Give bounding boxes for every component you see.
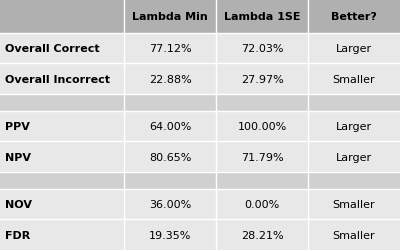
Text: 27.97%: 27.97% xyxy=(241,74,283,84)
Text: 0.00%: 0.00% xyxy=(244,199,280,209)
Bar xyxy=(0,64,400,94)
Bar xyxy=(0,220,400,250)
Bar xyxy=(0,111,400,142)
Text: Smaller: Smaller xyxy=(333,230,375,240)
Text: Overall Correct: Overall Correct xyxy=(5,44,100,54)
Text: PPV: PPV xyxy=(5,122,30,132)
Bar xyxy=(0,34,400,64)
Bar xyxy=(0,172,400,189)
Text: 77.12%: 77.12% xyxy=(149,44,191,54)
Text: 64.00%: 64.00% xyxy=(149,122,191,132)
Bar xyxy=(0,94,400,111)
Text: Larger: Larger xyxy=(336,152,372,162)
Text: NOV: NOV xyxy=(5,199,32,209)
Text: 36.00%: 36.00% xyxy=(149,199,191,209)
Text: Smaller: Smaller xyxy=(333,74,375,84)
Text: Better?: Better? xyxy=(331,12,377,22)
Bar xyxy=(0,142,400,172)
Text: 19.35%: 19.35% xyxy=(149,230,191,240)
Text: Larger: Larger xyxy=(336,44,372,54)
Bar xyxy=(0,189,400,220)
Text: NPV: NPV xyxy=(5,152,31,162)
Text: Lambda Min: Lambda Min xyxy=(132,12,208,22)
Text: 100.00%: 100.00% xyxy=(237,122,287,132)
Text: FDR: FDR xyxy=(5,230,30,240)
Text: Smaller: Smaller xyxy=(333,199,375,209)
Text: 71.79%: 71.79% xyxy=(241,152,283,162)
Text: Lambda 1SE: Lambda 1SE xyxy=(224,12,300,22)
Text: Overall Incorrect: Overall Incorrect xyxy=(5,74,110,84)
Text: 28.21%: 28.21% xyxy=(241,230,283,240)
Bar xyxy=(0,0,400,34)
Text: 72.03%: 72.03% xyxy=(241,44,283,54)
Text: Larger: Larger xyxy=(336,122,372,132)
Text: 22.88%: 22.88% xyxy=(149,74,191,84)
Text: 80.65%: 80.65% xyxy=(149,152,191,162)
